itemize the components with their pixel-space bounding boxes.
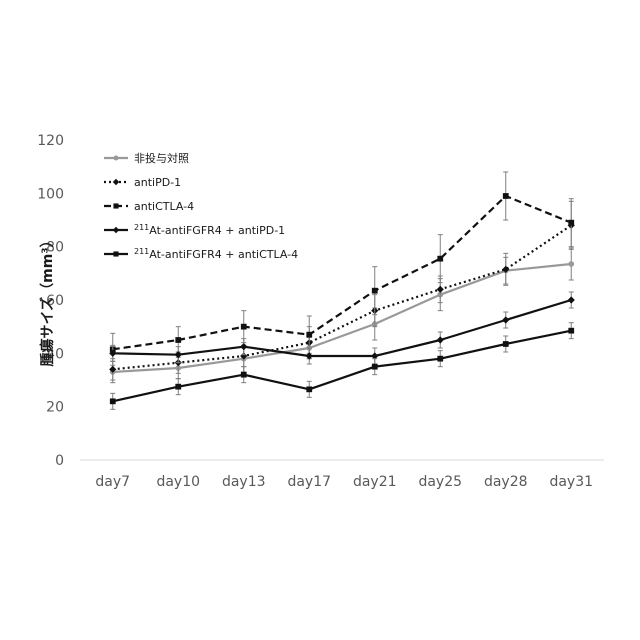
data-point: [241, 324, 247, 330]
legend-swatch-marker: [113, 203, 118, 208]
series-4: [109, 292, 575, 364]
legend-label: antiPD-1: [134, 176, 181, 189]
data-point: [568, 220, 574, 226]
legend-label-text: At-antiFGFR4 + antiCTLA-4: [149, 248, 298, 261]
data-point: [175, 337, 181, 343]
data-point: [306, 332, 312, 338]
data-point: [241, 372, 247, 378]
data-point: [110, 398, 116, 404]
x-tick-label: day31: [549, 474, 593, 490]
data-point: [175, 351, 182, 358]
data-point: [372, 288, 378, 294]
data-point: [437, 256, 443, 262]
data-point: [503, 341, 509, 347]
data-point: [568, 328, 574, 334]
legend-item: 非投与対照: [104, 151, 189, 165]
x-tick-label: day28: [484, 474, 528, 490]
data-point: [502, 316, 509, 323]
data-point: [503, 193, 509, 199]
y-tick-label: 0: [55, 453, 64, 469]
y-tick-label: 100: [37, 186, 64, 202]
legend-item: 211At-antiFGFR4 + antiCTLA-4: [104, 247, 298, 261]
legend-label: 非投与対照: [134, 151, 189, 165]
legend-label-superscript: 211: [134, 223, 149, 232]
legend-label: 211At-antiFGFR4 + antiCTLA-4: [134, 247, 298, 261]
legend-item: antiPD-1: [104, 176, 181, 189]
y-tick-label: 120: [37, 133, 64, 149]
legend-label: 211At-antiFGFR4 + antiPD-1: [134, 223, 285, 237]
data-point: [437, 286, 444, 293]
legend-label: antiCTLA-4: [134, 200, 194, 213]
data-point: [568, 261, 574, 267]
legend-label-text: At-antiFGFR4 + antiPD-1: [149, 224, 285, 237]
series-line: [113, 225, 572, 369]
legend-label-superscript: 211: [134, 247, 149, 256]
data-point: [437, 336, 444, 343]
x-tick-label: day21: [353, 474, 397, 490]
series-line: [113, 331, 572, 402]
x-tick-label: day7: [95, 474, 130, 490]
data-point: [306, 352, 313, 359]
x-axis-ticks: day7 day10 day13 day17 day21 day25 day28 day31: [95, 474, 593, 490]
x-tick-label: day25: [418, 474, 462, 490]
series-line: [113, 300, 572, 356]
x-tick-label: day13: [222, 474, 266, 490]
data-point: [437, 356, 443, 362]
legend-swatch-marker: [113, 251, 118, 256]
legend-swatch-marker: [113, 227, 119, 233]
x-tick-label: day10: [156, 474, 200, 490]
data-point: [568, 296, 575, 303]
x-tick-label: day17: [287, 474, 331, 490]
data-point: [306, 386, 312, 392]
legend-swatch-marker: [113, 179, 119, 185]
legend: 非投与対照antiPD-1antiCTLA-4211At-antiFGFR4 +…: [104, 151, 298, 261]
y-tick-label: 20: [46, 400, 64, 416]
legend-item: 211At-antiFGFR4 + antiPD-1: [104, 223, 285, 237]
y-axis-label: 腫瘍サイズ（mm³）: [39, 234, 56, 367]
data-point: [175, 384, 181, 390]
legend-swatch-marker: [113, 155, 118, 160]
data-point: [372, 364, 378, 370]
data-point: [240, 343, 247, 350]
legend-item: antiCTLA-4: [104, 200, 194, 213]
